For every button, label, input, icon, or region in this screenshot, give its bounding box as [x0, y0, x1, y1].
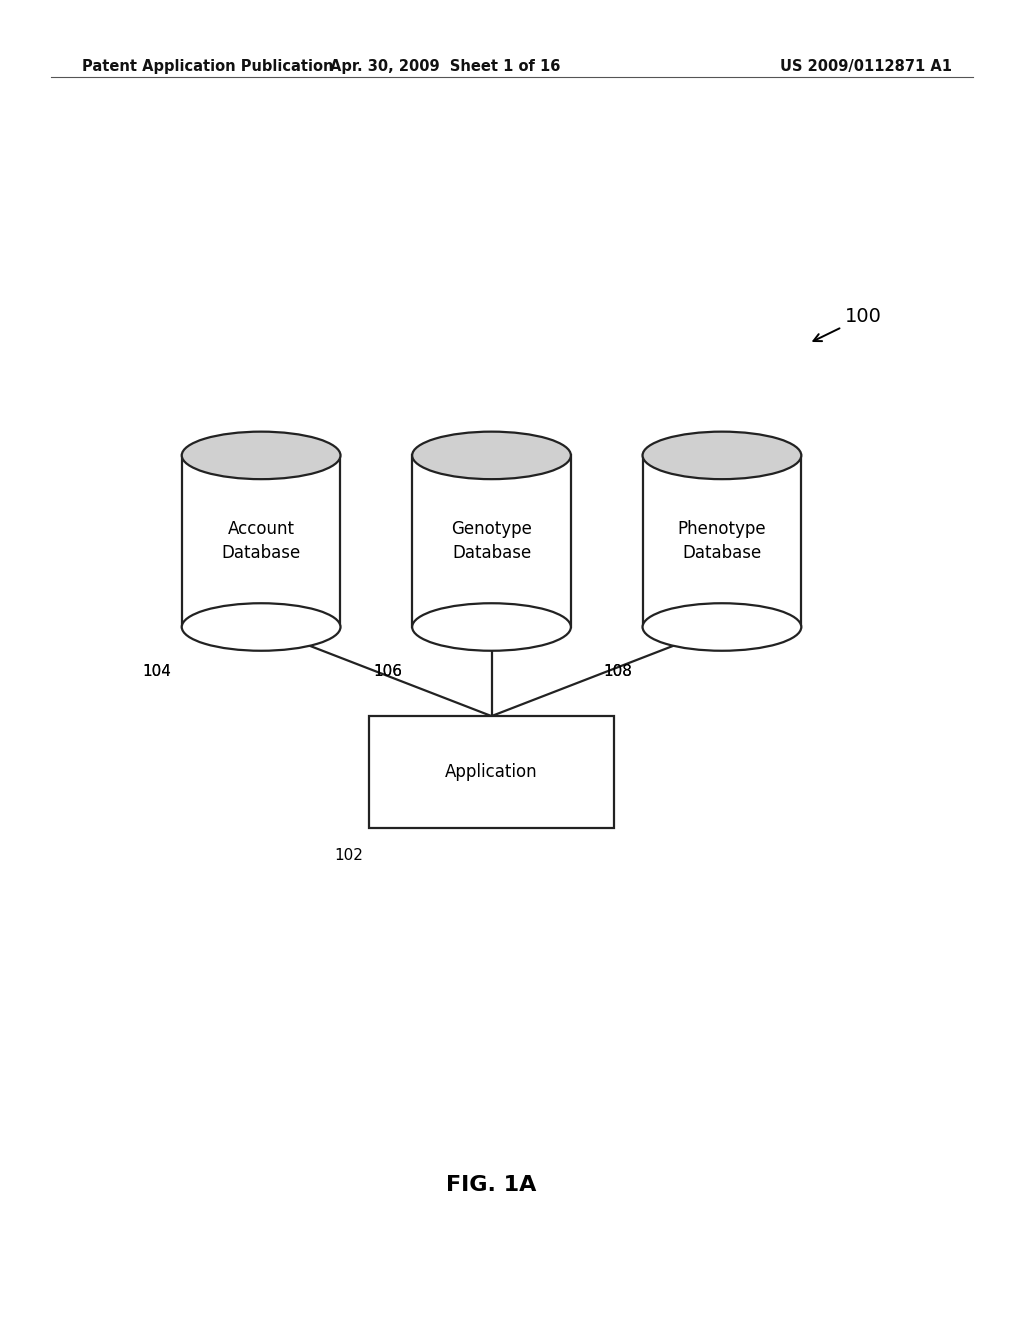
- Ellipse shape: [412, 432, 571, 479]
- Ellipse shape: [182, 432, 340, 479]
- Text: US 2009/0112871 A1: US 2009/0112871 A1: [780, 59, 952, 74]
- Bar: [369, 715, 614, 829]
- Text: Phenotype
Database: Phenotype Database: [678, 520, 766, 562]
- Ellipse shape: [182, 603, 340, 651]
- Text: 104: 104: [142, 664, 171, 678]
- Text: Application: Application: [445, 763, 538, 781]
- Ellipse shape: [412, 603, 571, 651]
- Ellipse shape: [643, 432, 801, 479]
- Ellipse shape: [643, 603, 801, 651]
- Text: Apr. 30, 2009  Sheet 1 of 16: Apr. 30, 2009 Sheet 1 of 16: [331, 59, 560, 74]
- Text: 100: 100: [813, 308, 882, 341]
- Text: Genotype
Database: Genotype Database: [452, 520, 531, 562]
- Text: 106: 106: [373, 636, 416, 678]
- Text: 102: 102: [335, 849, 364, 863]
- Polygon shape: [412, 455, 571, 627]
- Text: 108: 108: [603, 636, 646, 678]
- Polygon shape: [182, 455, 340, 627]
- Text: 106: 106: [373, 664, 401, 678]
- Text: Account
Database: Account Database: [221, 520, 301, 562]
- Text: 104: 104: [142, 636, 185, 678]
- Text: FIG. 1A: FIG. 1A: [446, 1175, 537, 1195]
- Text: 108: 108: [603, 664, 632, 678]
- Text: Patent Application Publication: Patent Application Publication: [82, 59, 334, 74]
- Polygon shape: [643, 455, 801, 627]
